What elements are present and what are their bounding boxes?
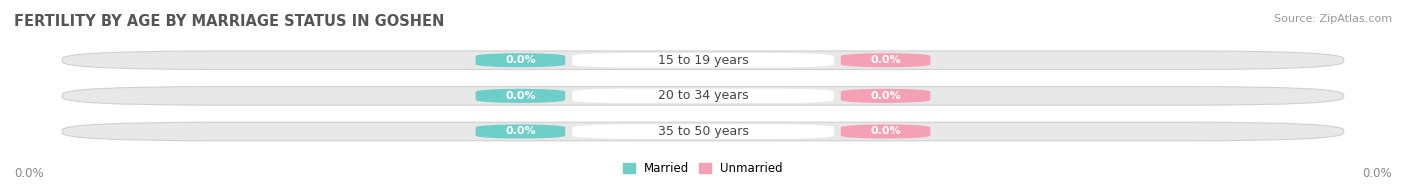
FancyBboxPatch shape — [841, 89, 931, 103]
Legend: Married, Unmarried: Married, Unmarried — [619, 157, 787, 180]
FancyBboxPatch shape — [572, 53, 834, 67]
FancyBboxPatch shape — [572, 89, 834, 103]
Text: 20 to 34 years: 20 to 34 years — [658, 89, 748, 102]
FancyBboxPatch shape — [841, 124, 931, 139]
Text: 0.0%: 0.0% — [870, 91, 901, 101]
FancyBboxPatch shape — [62, 87, 1344, 105]
FancyBboxPatch shape — [475, 53, 565, 67]
Text: 35 to 50 years: 35 to 50 years — [658, 125, 748, 138]
Text: 0.0%: 0.0% — [14, 167, 44, 180]
FancyBboxPatch shape — [62, 122, 1344, 141]
Text: 15 to 19 years: 15 to 19 years — [658, 54, 748, 67]
Text: 0.0%: 0.0% — [505, 55, 536, 65]
FancyBboxPatch shape — [572, 124, 834, 139]
Text: FERTILITY BY AGE BY MARRIAGE STATUS IN GOSHEN: FERTILITY BY AGE BY MARRIAGE STATUS IN G… — [14, 14, 444, 29]
Text: 0.0%: 0.0% — [505, 91, 536, 101]
FancyBboxPatch shape — [475, 124, 565, 139]
Text: 0.0%: 0.0% — [870, 55, 901, 65]
Text: 0.0%: 0.0% — [870, 126, 901, 136]
FancyBboxPatch shape — [475, 89, 565, 103]
Text: 0.0%: 0.0% — [505, 126, 536, 136]
Text: Source: ZipAtlas.com: Source: ZipAtlas.com — [1274, 14, 1392, 24]
Text: 0.0%: 0.0% — [1362, 167, 1392, 180]
FancyBboxPatch shape — [841, 53, 931, 67]
FancyBboxPatch shape — [62, 51, 1344, 70]
